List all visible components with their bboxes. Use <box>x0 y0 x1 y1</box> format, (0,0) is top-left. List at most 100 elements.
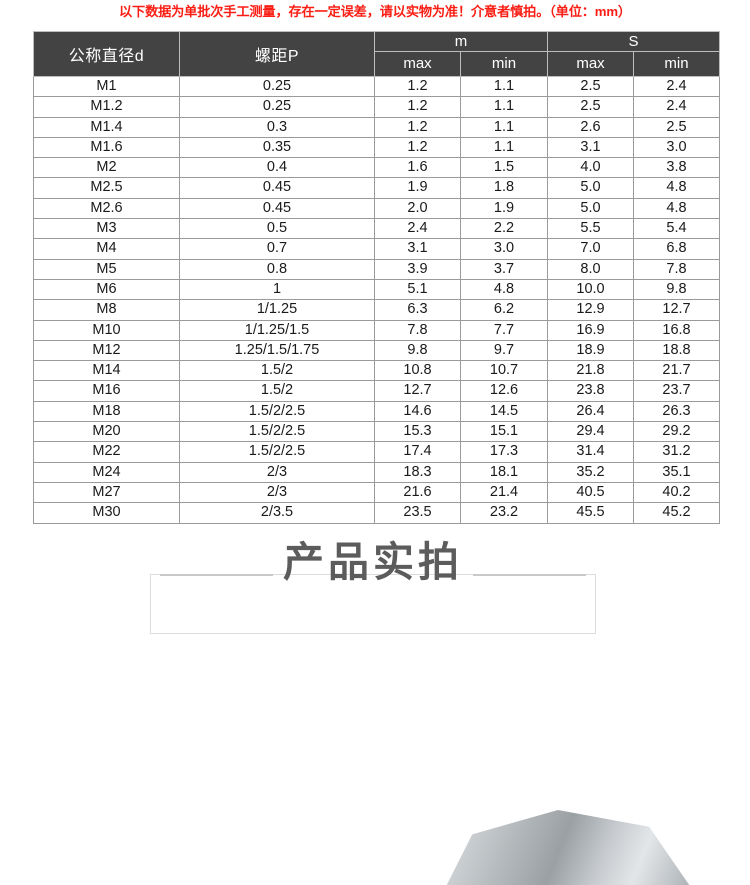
table-row: M1 0.25 1.2 1.1 2.5 2.4 <box>33 75 721 98</box>
cell-nominal-diameter: M2 <box>33 157 180 179</box>
cell-nominal-diameter: M27 <box>33 481 180 504</box>
cell-nominal-diameter: M1.2 <box>33 96 180 118</box>
cell-m-max: 7.8 <box>374 319 461 341</box>
cell-s-max: 7.0 <box>547 238 634 260</box>
cell-thread-pitch: 2/3 <box>179 481 375 504</box>
cell-nominal-diameter: M2.5 <box>33 177 180 199</box>
cell-m-min: 1.9 <box>460 197 548 220</box>
cell-m-max: 1.9 <box>374 177 461 199</box>
cell-thread-pitch: 1/1.25/1.5 <box>179 319 375 341</box>
header-m-min: min <box>460 51 548 77</box>
cell-m-min: 1.8 <box>460 177 548 199</box>
cell-s-max: 8.0 <box>547 258 634 280</box>
cell-m-min: 14.5 <box>460 400 548 423</box>
cell-nominal-diameter: M20 <box>33 421 180 443</box>
cell-s-max: 29.4 <box>547 421 634 443</box>
cell-s-max: 26.4 <box>547 400 634 423</box>
cell-m-max: 6.3 <box>374 299 461 321</box>
table-row: M6 1 5.1 4.8 10.0 9.8 <box>33 278 721 301</box>
product-photo-section-header: 产品实拍 <box>150 538 596 634</box>
cell-s-max: 2.5 <box>547 96 634 118</box>
cell-thread-pitch: 0.45 <box>179 177 375 199</box>
cell-m-min: 15.1 <box>460 421 548 443</box>
cell-nominal-diameter: M18 <box>33 400 180 423</box>
hex-nut-photo <box>424 810 692 885</box>
cell-nominal-diameter: M30 <box>33 502 180 524</box>
cell-s-max: 23.8 <box>547 380 634 402</box>
header-s-min: min <box>632 51 721 77</box>
cell-thread-pitch: 1.5/2 <box>179 380 375 402</box>
cell-s-min: 2.5 <box>632 116 721 138</box>
table-row: M18 1.5/2/2.5 14.6 14.5 26.4 26.3 <box>33 400 721 423</box>
table-row: M2 0.4 1.6 1.5 4.0 3.8 <box>33 157 721 179</box>
cell-thread-pitch: 1.5/2 <box>179 360 375 382</box>
cell-m-max: 3.1 <box>374 238 461 260</box>
cell-m-min: 2.2 <box>460 218 548 240</box>
cell-thread-pitch: 0.45 <box>179 197 375 220</box>
cell-nominal-diameter: M2.6 <box>33 197 180 220</box>
cell-s-min: 21.7 <box>632 360 721 382</box>
cell-m-min: 23.2 <box>460 502 548 524</box>
cell-s-max: 5.0 <box>547 177 634 199</box>
cell-s-min: 12.7 <box>632 299 721 321</box>
cell-s-min: 2.4 <box>632 75 721 98</box>
cell-s-min: 3.8 <box>632 157 721 179</box>
cell-m-min: 3.0 <box>460 238 548 260</box>
cell-m-max: 15.3 <box>374 421 461 443</box>
cell-m-min: 1.1 <box>460 116 548 138</box>
cell-m-max: 14.6 <box>374 400 461 423</box>
cell-s-max: 18.9 <box>547 339 634 362</box>
header-m-max: max <box>374 51 461 77</box>
cell-thread-pitch: 1.5/2/2.5 <box>179 441 375 463</box>
spec-table: 公称直径d 螺距P m S max min max min M1 0.25 1.2 1… <box>33 31 721 524</box>
cell-s-min: 29.2 <box>632 421 721 443</box>
cell-m-min: 17.3 <box>460 441 548 463</box>
cell-nominal-diameter: M1.4 <box>33 116 180 138</box>
cell-thread-pitch: 0.5 <box>179 218 375 240</box>
header-group-m: m <box>374 31 548 52</box>
cell-s-min: 5.4 <box>632 218 721 240</box>
section-rule-right <box>473 574 586 576</box>
cell-m-min: 7.7 <box>460 319 548 341</box>
table-row: M30 2/3.5 23.5 23.2 45.5 45.2 <box>33 502 721 524</box>
cell-s-min: 7.8 <box>632 258 721 280</box>
cell-m-max: 10.8 <box>374 360 461 382</box>
cell-thread-pitch: 0.25 <box>179 75 375 98</box>
cell-nominal-diameter: M5 <box>33 258 180 280</box>
cell-m-min: 4.8 <box>460 278 548 301</box>
cell-s-min: 6.8 <box>632 238 721 260</box>
cell-s-max: 4.0 <box>547 157 634 179</box>
cell-m-max: 5.1 <box>374 278 461 301</box>
section-title-frame <box>150 574 596 634</box>
cell-nominal-diameter: M1 <box>33 75 180 98</box>
cell-s-max: 5.5 <box>547 218 634 240</box>
cell-s-min: 31.2 <box>632 441 721 463</box>
cell-s-min: 40.2 <box>632 481 721 504</box>
cell-m-max: 17.4 <box>374 441 461 463</box>
cell-nominal-diameter: M14 <box>33 360 180 382</box>
cell-s-max: 2.5 <box>547 75 634 98</box>
cell-m-min: 9.7 <box>460 339 548 362</box>
spec-table-container: 公称直径d 螺距P m S max min max min M1 0.25 1.2 1… <box>33 31 721 524</box>
cell-thread-pitch: 0.35 <box>179 136 375 159</box>
cell-s-min: 18.8 <box>632 339 721 362</box>
cell-s-max: 12.9 <box>547 299 634 321</box>
cell-s-min: 23.7 <box>632 380 721 402</box>
cell-m-max: 2.0 <box>374 197 461 220</box>
cell-m-max: 1.2 <box>374 75 461 98</box>
cell-s-min: 2.4 <box>632 96 721 118</box>
table-row: M14 1.5/2 10.8 10.7 21.8 21.7 <box>33 360 721 382</box>
cell-m-max: 3.9 <box>374 258 461 280</box>
cell-thread-pitch: 1.5/2/2.5 <box>179 400 375 423</box>
cell-m-min: 12.6 <box>460 380 548 402</box>
nut-top-face <box>429 810 692 885</box>
table-row: M12 1.25/1.5/1.75 9.8 9.7 18.9 18.8 <box>33 339 721 362</box>
cell-m-min: 21.4 <box>460 481 548 504</box>
cell-m-min: 6.2 <box>460 299 548 321</box>
cell-m-min: 1.1 <box>460 96 548 118</box>
cell-nominal-diameter: M1.6 <box>33 136 180 159</box>
cell-s-min: 4.8 <box>632 197 721 220</box>
cell-nominal-diameter: M22 <box>33 441 180 463</box>
header-row-top: 公称直径d 螺距P m S <box>33 31 721 77</box>
table-row: M22 1.5/2/2.5 17.4 17.3 31.4 31.2 <box>33 441 721 463</box>
